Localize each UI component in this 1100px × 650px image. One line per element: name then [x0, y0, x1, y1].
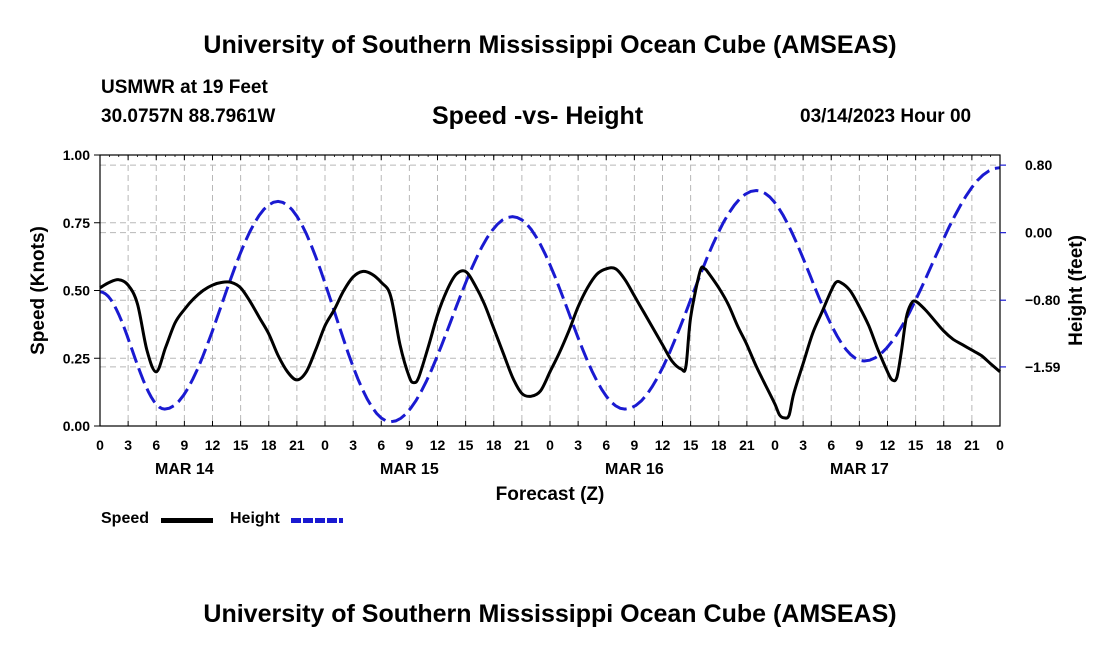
x-tick-label: 21	[739, 437, 755, 453]
y2-tick-label: −0.80	[1025, 292, 1061, 308]
x-tick-label: 0	[546, 437, 554, 453]
x-tick-label: 15	[683, 437, 699, 453]
speed-series-line	[99, 265, 1001, 420]
x-tick-label: 21	[289, 437, 305, 453]
x-tick-label: 12	[205, 437, 221, 453]
x-tick-label: 12	[880, 437, 896, 453]
y2-tick-label: −1.59	[1025, 359, 1061, 375]
x-tick-label: 3	[574, 437, 582, 453]
legend-speed-swatch	[161, 518, 213, 523]
x-tick-label: 0	[996, 437, 1004, 453]
x-tick-label: 0	[321, 437, 329, 453]
x-tick-label: 15	[908, 437, 924, 453]
main-title: University of Southern Mississippi Ocean…	[203, 31, 897, 59]
y-axis-label: Speed (Knots)	[28, 226, 49, 355]
legend-height-label: Height	[230, 510, 280, 527]
x-tick-label: 9	[180, 437, 188, 453]
coordinates-label: 30.0757N 88.7961W	[101, 106, 276, 127]
y-tick-label: 0.50	[63, 283, 90, 299]
x-tick-label: 18	[936, 437, 952, 453]
x-axis-label: Forecast (Z)	[496, 484, 605, 505]
x-tick-label: 6	[827, 437, 835, 453]
x-tick-label: 3	[799, 437, 807, 453]
x-tick-label: 18	[261, 437, 277, 453]
x-tick-label: 6	[602, 437, 610, 453]
y2-tick-label: 0.80	[1025, 157, 1052, 173]
legend-height-swatch	[291, 518, 343, 523]
x-tick-label: 0	[771, 437, 779, 453]
y-tick-label: 1.00	[63, 147, 90, 163]
x-tick-label: 18	[486, 437, 502, 453]
x-tick-label: 9	[630, 437, 638, 453]
x-tick-label: 12	[655, 437, 671, 453]
x-tick-label: 6	[377, 437, 385, 453]
date-label: MAR 14	[155, 461, 214, 478]
height-series-line	[99, 166, 1001, 424]
y2-tick-label: 0.00	[1025, 225, 1052, 241]
footer-title: University of Southern Mississippi Ocean…	[203, 600, 897, 628]
x-tick-label: 18	[711, 437, 727, 453]
x-tick-label: 9	[405, 437, 413, 453]
x-tick-label: 3	[124, 437, 132, 453]
x-tick-label: 15	[233, 437, 249, 453]
chart-series	[99, 166, 1001, 424]
y2-axis-label: Height (feet)	[1066, 235, 1087, 346]
x-tick-label: 15	[458, 437, 474, 453]
station-label: USMWR at 19 Feet	[101, 77, 268, 98]
date-label: MAR 16	[605, 461, 664, 478]
x-tick-label: 6	[152, 437, 160, 453]
chart-subtitle: Speed -vs- Height	[432, 102, 644, 130]
date-label: MAR 15	[380, 461, 439, 478]
x-tick-label: 3	[349, 437, 357, 453]
chart-grid	[100, 155, 1000, 426]
x-tick-label: 0	[96, 437, 104, 453]
legend-speed-label: Speed	[101, 510, 150, 527]
x-tick-label: 21	[514, 437, 530, 453]
x-tick-label: 21	[964, 437, 980, 453]
y-tick-label: 0.25	[63, 350, 90, 366]
x-tick-label: 9	[855, 437, 863, 453]
x-tick-label: 12	[430, 437, 446, 453]
chart-axes: 0 3 6 9 12 15 18 21 0 3 6 9 12 15 18 21 0 3 6 9 12 15 18 21 0 3 6 9…	[63, 147, 1061, 478]
forecast-datetime: 03/14/2023 Hour 00	[800, 106, 972, 127]
y-tick-label: 0.00	[63, 418, 90, 434]
y-tick-label: 0.75	[63, 215, 90, 231]
date-label: MAR 17	[830, 461, 889, 478]
